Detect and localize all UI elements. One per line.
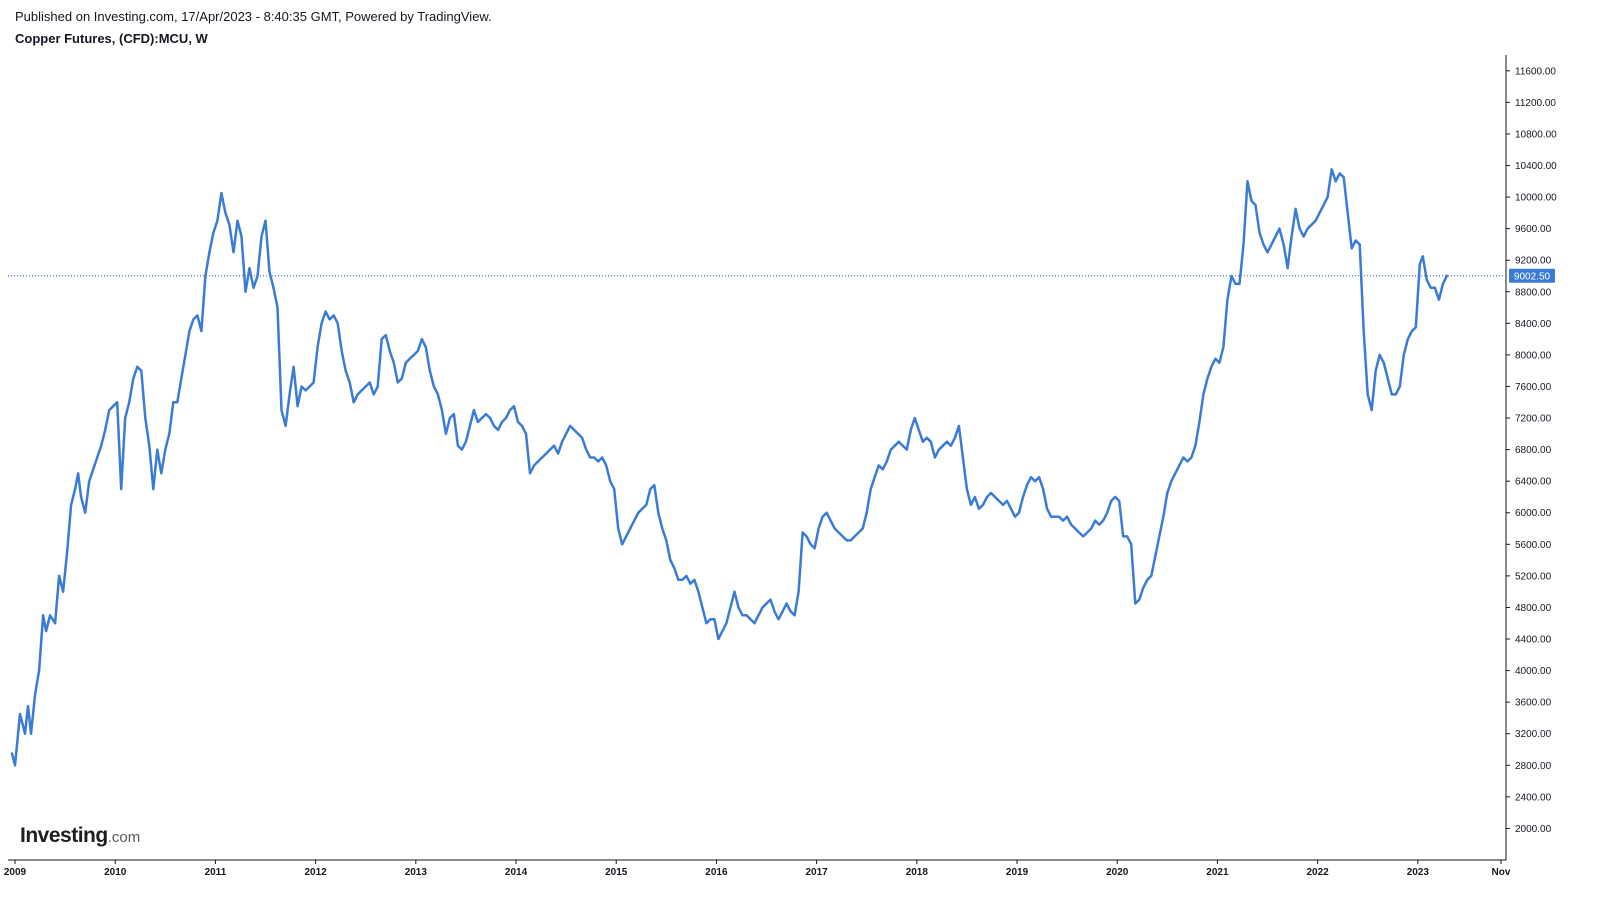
logo-main-text: Investing [20, 824, 108, 847]
last-price-label-bg [1509, 268, 1555, 283]
published-line: Published on Investing.com, 17/Apr/2023 … [15, 9, 492, 24]
time-tick-label: 2017 [805, 867, 828, 878]
price-tick-label: 5600.00 [1515, 540, 1552, 551]
price-tick-label: 11200.00 [1515, 98, 1556, 109]
symbol-title: Copper Futures, (CFD):MCU, W [15, 31, 208, 46]
time-tick-label: 2016 [705, 867, 728, 878]
price-tick-label: 2800.00 [1515, 761, 1552, 772]
price-tick-label: 10400.00 [1515, 161, 1557, 172]
price-tick-label: 8000.00 [1515, 350, 1552, 361]
investing-logo: Investing.com [20, 824, 140, 848]
time-tick-label: 2009 [4, 867, 27, 878]
time-tick-label: 2021 [1206, 867, 1229, 878]
price-tick-label: 7600.00 [1515, 382, 1552, 393]
price-tick-label: 8800.00 [1515, 287, 1552, 298]
series-group [10, 168, 1449, 767]
time-tick-label: 2015 [605, 867, 628, 878]
price-tick-label: 10800.00 [1515, 129, 1557, 140]
time-tick-label: 2013 [405, 867, 428, 878]
time-tick-label: 2012 [304, 867, 327, 878]
price-tick-label: 2000.00 [1515, 824, 1552, 835]
price-tick-label: 6000.00 [1515, 508, 1552, 519]
price-tick-label: 6400.00 [1515, 477, 1552, 488]
price-tick-label: 9200.00 [1515, 256, 1552, 267]
series-line [10, 168, 1449, 767]
price-axis[interactable]: 2000.00 2400.00 2800.00 3200.00 3600.00 4000.… [1505, 55, 1557, 860]
time-tick-label: 2022 [1306, 867, 1329, 878]
price-tick-label: 4800.00 [1515, 603, 1552, 614]
time-tick-label: 2019 [1006, 867, 1029, 878]
time-tick-label: 2010 [104, 867, 127, 878]
price-tick-label: 2400.00 [1515, 792, 1552, 803]
time-axis[interactable]: 2009 2010 2011 2012 2013 2014 2015 2016 2017 2018… [4, 859, 1511, 878]
price-tick-label: 4400.00 [1515, 635, 1552, 646]
last-price-label-group: 9002.50 [1509, 268, 1555, 283]
price-tick-label: 8400.00 [1515, 319, 1552, 330]
time-tick-label: 2023 [1407, 867, 1430, 878]
price-tick-label: 6800.00 [1515, 445, 1552, 456]
price-tick-label: 5200.00 [1515, 571, 1552, 582]
price-tick-label: 4000.00 [1515, 666, 1552, 677]
last-price-label: 9002.50 [1514, 271, 1551, 282]
price-tick-label: 10000.00 [1515, 193, 1557, 204]
price-tick-label: 9600.00 [1515, 224, 1552, 235]
time-tick-label: 2014 [505, 867, 528, 878]
time-tick-label: Nov [1492, 867, 1511, 878]
price-tick-label: 7200.00 [1515, 414, 1552, 425]
time-tick-label: 2011 [205, 867, 227, 878]
logo-suffix-text: .com [107, 829, 141, 846]
time-tick-label: 2018 [906, 867, 929, 878]
time-tick-label: 2020 [1106, 867, 1129, 878]
price-tick-label: 3200.00 [1515, 729, 1552, 740]
price-tick-label: 3600.00 [1515, 698, 1552, 709]
price-tick-label: 11600.00 [1515, 66, 1556, 77]
